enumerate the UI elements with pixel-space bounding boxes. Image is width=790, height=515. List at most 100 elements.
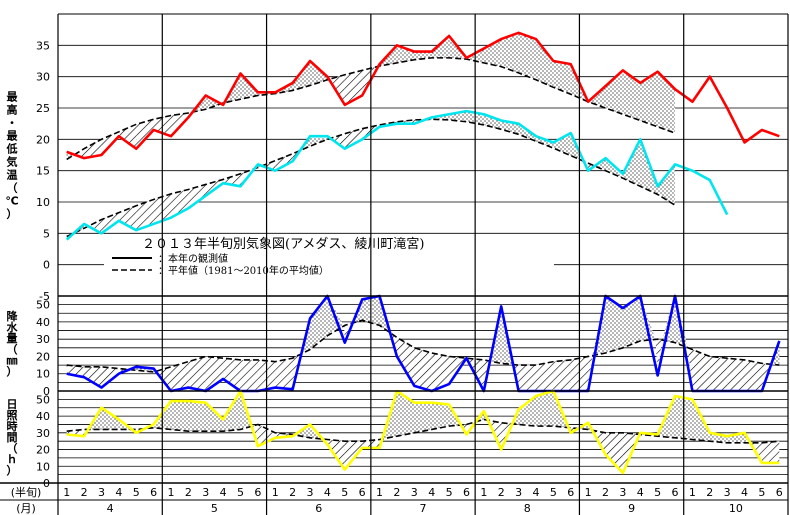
tmax-anomaly-fill [622, 70, 641, 121]
temperature-ylabel-char: （ [7, 182, 18, 195]
precipitation-ylabel-char: ㎜ [7, 354, 18, 367]
precipitation-ylabel-char: 量 [7, 332, 18, 345]
temperature-ytick-label: 0 [43, 259, 50, 272]
pentad-label: 2 [289, 486, 296, 499]
sunshine-anomaly-fill [727, 432, 745, 443]
sunshine-anomaly-fill [761, 441, 780, 463]
tmax-anomaly-fill [640, 71, 658, 127]
sunshine-anomaly-fill [535, 391, 554, 427]
precip-anomaly-fill [275, 358, 293, 390]
sunshine-line [66, 389, 780, 475]
tmax-anomaly-fill [483, 39, 502, 67]
temperature-ylabel-char: ℃ [5, 195, 18, 208]
pentad-label: 3 [619, 486, 626, 499]
precip-anomaly-fill [727, 358, 745, 391]
tmin-anomaly-fill [275, 153, 293, 171]
precip-anomaly-fill [655, 339, 658, 376]
precip_normal-line [66, 319, 780, 373]
sunshine-ylabel-char: 間 [7, 431, 18, 444]
legend-box [104, 234, 554, 276]
temperature-ylabel-char: 気 [7, 155, 18, 169]
tmin-anomaly-fill [136, 199, 154, 231]
month-label: 9 [628, 502, 635, 515]
tmax-anomaly-fill [344, 70, 363, 105]
precip-anomaly-fill [640, 296, 656, 341]
temperature-ytick-label: 5 [43, 227, 50, 240]
precip-anomaly-fill [687, 347, 693, 391]
pentad-label: 1 [167, 486, 174, 499]
sunshine-ylabel-char: ｈ [7, 453, 18, 466]
legend-label-observed: ：本年の観測値 [158, 252, 228, 265]
sunshine-anomaly-fill [396, 391, 415, 437]
sunshine-ytick-label: 50 [36, 393, 50, 406]
temperature-ylabel-char: ） [7, 208, 18, 221]
month-label: 8 [524, 502, 531, 515]
sunshine-ylabel-char: （ [7, 442, 18, 455]
precip-anomaly-fill [188, 356, 206, 391]
pentad-label: 3 [411, 486, 418, 499]
pentad-label: 5 [446, 486, 453, 499]
sunshine-anomaly-fill [605, 432, 623, 473]
temperature-ytick-label: 35 [36, 39, 50, 52]
tmax-anomaly-fill [657, 71, 676, 134]
pentad-label: 1 [480, 486, 487, 499]
pentad-label: 5 [654, 486, 661, 499]
temperature-ytick-label: 25 [36, 102, 50, 115]
tmax-anomaly-fill [74, 148, 85, 159]
pentad-label: 2 [498, 486, 505, 499]
pentad-label: 6 [463, 486, 470, 499]
pentad-label: 3 [202, 486, 209, 499]
precip-anomaly-fill [343, 325, 345, 343]
tmax-anomaly-fill [84, 139, 102, 159]
precipitation-ytick-label: 30 [36, 333, 50, 346]
precipitation-ytick-label: 0 [43, 385, 50, 398]
pentad-label: 4 [741, 486, 748, 499]
pentad-label: 4 [532, 486, 539, 499]
month-label: 6 [315, 502, 322, 515]
pentad-label: 4 [428, 486, 435, 499]
sunshine-ytick-label: 20 [36, 444, 50, 457]
pentad-label: 6 [150, 486, 157, 499]
sunshine-ylabel-char: 時 [7, 419, 18, 433]
temperature-ytick-label: 10 [36, 196, 50, 209]
precip-anomaly-fill [223, 358, 241, 391]
tmin-anomaly-fill [657, 164, 676, 206]
sunshine-anomaly-fill [431, 402, 450, 430]
temperature-ytick-label: -5 [39, 290, 50, 303]
sunshine-ytick-label: 10 [36, 460, 50, 473]
pentad-label: 5 [341, 486, 348, 499]
tmin-anomaly-fill [188, 184, 206, 209]
precip-anomaly-fill [84, 366, 102, 388]
tmax-anomaly-fill [605, 70, 623, 115]
pentad-label: 3 [307, 486, 314, 499]
precipitation-ylabel-char: 水 [7, 320, 19, 334]
precipitation-ytick-label: 20 [36, 350, 50, 363]
pentad-label: 3 [98, 486, 105, 499]
temperature-ylabel-char: 最 [7, 130, 19, 143]
pentad-label: 2 [602, 486, 609, 499]
tmin-anomaly-fill [88, 219, 102, 234]
tmax-anomaly-fill [310, 61, 328, 86]
tmin-anomaly-fill [535, 136, 554, 149]
month-label: 4 [107, 502, 114, 515]
month-label: 7 [420, 502, 427, 515]
tmin-anomaly-fill [101, 212, 119, 234]
precip-anomaly-fill [744, 359, 762, 391]
pentad-label: 6 [776, 486, 783, 499]
sunshine-anomaly-fill [205, 402, 224, 432]
pentad-label: 6 [254, 486, 261, 499]
temperature-ytick-label: 30 [36, 71, 50, 84]
tmax-anomaly-fill [518, 32, 536, 80]
tmin-anomaly-fill [118, 205, 137, 231]
precip-anomaly-fill [518, 365, 536, 391]
tmax-anomaly-fill [535, 39, 554, 88]
sunshine-anomaly-fill [188, 401, 206, 432]
sunshine-ylabel-char: 日 [7, 398, 18, 411]
precip-anomaly-fill [622, 296, 641, 348]
tmax-anomaly-fill [396, 45, 415, 63]
tmax-anomaly-fill [136, 119, 154, 149]
precip-anomaly-fill [205, 356, 224, 391]
pentad-label: 2 [393, 486, 400, 499]
